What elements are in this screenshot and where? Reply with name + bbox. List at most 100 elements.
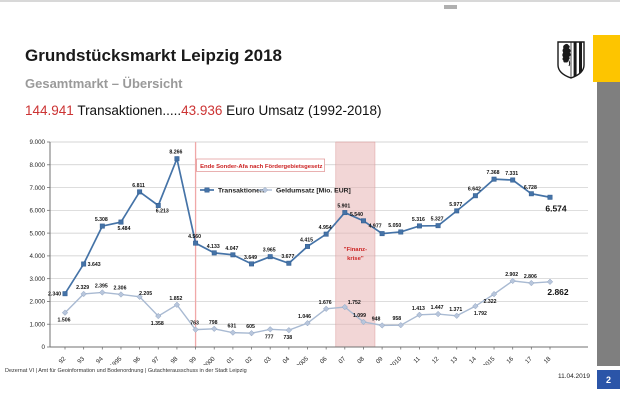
data-point [305,243,310,249]
data-point [155,312,162,320]
data-label: 2.322 [484,299,497,305]
sidebar-gray-bar [597,82,620,366]
svg-text:13: 13 [449,355,459,365]
data-point [137,189,143,195]
data-label: 1.792 [474,311,487,317]
data-label: 5.050 [388,223,401,229]
data-label: 5.977 [449,202,462,208]
data-label: 8.266 [169,150,182,156]
svg-text:6.000: 6.000 [30,208,46,215]
data-point [472,303,479,310]
legend-label-transaktionen: Transaktionen [218,188,264,195]
data-label: 4.047 [225,246,238,252]
data-label: 1.852 [169,296,182,302]
data-label: 2.806 [524,274,537,280]
data-label: 6.642 [468,187,481,193]
svg-text:krise": krise" [347,256,364,262]
data-point [81,261,87,267]
svg-text:2.000: 2.000 [30,299,46,306]
data-point [342,210,348,216]
data-label: 777 [265,334,274,340]
headline-transactions-text: Transaktionen..... [73,103,182,118]
footer-text: Dezernat VI | Amt für Geoinformation und… [5,368,247,374]
svg-text:Ende Sonder-Afa nach Fördergeb: Ende Sonder-Afa nach Fördergebietsgesetz [200,164,322,170]
headline-turnover-text: Euro Umsatz (1992-2018) [222,103,382,118]
data-label: 1.358 [151,321,164,327]
data-label: 1.413 [412,306,425,312]
data-label: 3.643 [88,262,101,268]
svg-text:11: 11 [412,355,422,365]
svg-text:01: 01 [225,355,235,365]
page-title: Grundstücksmarkt Leipzig 2018 [25,46,282,65]
data-point [99,289,106,296]
svg-text:04: 04 [281,355,291,365]
data-label: 948 [372,316,381,322]
data-label: 5.316 [412,217,425,223]
data-point [304,320,311,327]
data-label: 5.308 [95,217,108,223]
headline-transactions-value: 144.941 [25,103,74,118]
data-point [397,322,404,329]
svg-text:7.000: 7.000 [30,185,46,192]
sonder-afa-annotation: Ende Sonder-Afa nach Fördergebietsgesetz [196,158,325,172]
data-point [341,303,348,311]
data-point [285,327,292,334]
data-point [193,240,199,246]
data-point [286,260,292,266]
svg-text:2015: 2015 [482,355,497,365]
data-point [434,310,442,318]
footer-date: 11.04.2019 [557,373,590,380]
data-point [248,330,255,337]
data-label: 1.099 [353,313,366,319]
data-label: 2.862 [547,287,569,297]
svg-text:0: 0 [42,344,46,351]
data-point [267,254,273,260]
finanzkrise-band [335,141,376,348]
svg-text:96: 96 [132,355,142,365]
data-point [528,191,534,197]
window-artifact [444,5,457,9]
data-point [62,291,68,297]
data-label: 2.205 [139,291,152,297]
data-label: 5.484 [117,226,130,232]
svg-text:9.000: 9.000 [30,139,46,146]
data-label: 5.327 [431,217,444,223]
series-geldumsatz: 1.506 2.329 2.395 2.306 2.205 1.358 1.852 763 79… [58,272,569,341]
data-label: 5.901 [337,204,350,210]
data-label: 4.133 [207,244,220,250]
data-label: 2.329 [76,285,89,291]
x-axis-labels: 92 93 94 1995 96 97 98 99 2000 01 02 03 04 2005 06 07 08… [58,347,553,365]
data-label: 6.574 [545,203,567,213]
headline-turnover-value: 43.936 [181,103,223,118]
page-subtitle: Gesamtmarkt – Übersicht [25,76,183,91]
svg-text:93: 93 [76,355,86,365]
data-point [379,231,385,237]
data-point [80,290,87,298]
grid: 0 1.000 2.000 3.000 4.000 5.000 6.000 7.000 8.00… [30,139,588,351]
data-point [360,318,367,326]
svg-text:12: 12 [431,355,441,365]
svg-text:99: 99 [188,355,198,365]
headline: 144.941 Transaktionen.....43.936 Euro Um… [25,103,382,118]
data-point [416,223,422,229]
data-point [323,305,330,312]
data-label: 7.331 [505,171,518,177]
data-point [267,326,274,333]
chart-legend: Transaktionen Geldumsatz [Mio. EUR] [200,186,351,195]
data-point [454,208,460,214]
market-chart: 0 1.000 2.000 3.000 4.000 5.000 6.000 7.000 8.00… [30,139,588,365]
svg-text:08: 08 [356,355,366,365]
data-label: 1.752 [348,300,361,306]
data-label: 2.340 [48,292,61,298]
data-point [211,325,218,332]
data-point [528,279,535,287]
data-label: 738 [284,335,293,341]
data-point [416,311,423,318]
data-label: 763 [190,321,199,327]
svg-text:"Finanz-: "Finanz- [344,247,367,253]
svg-text:02: 02 [244,355,254,365]
pale-bar-2 [579,42,582,78]
lion-glyph [562,43,571,63]
svg-text:09: 09 [375,355,385,365]
svg-text:4.000: 4.000 [30,253,46,260]
